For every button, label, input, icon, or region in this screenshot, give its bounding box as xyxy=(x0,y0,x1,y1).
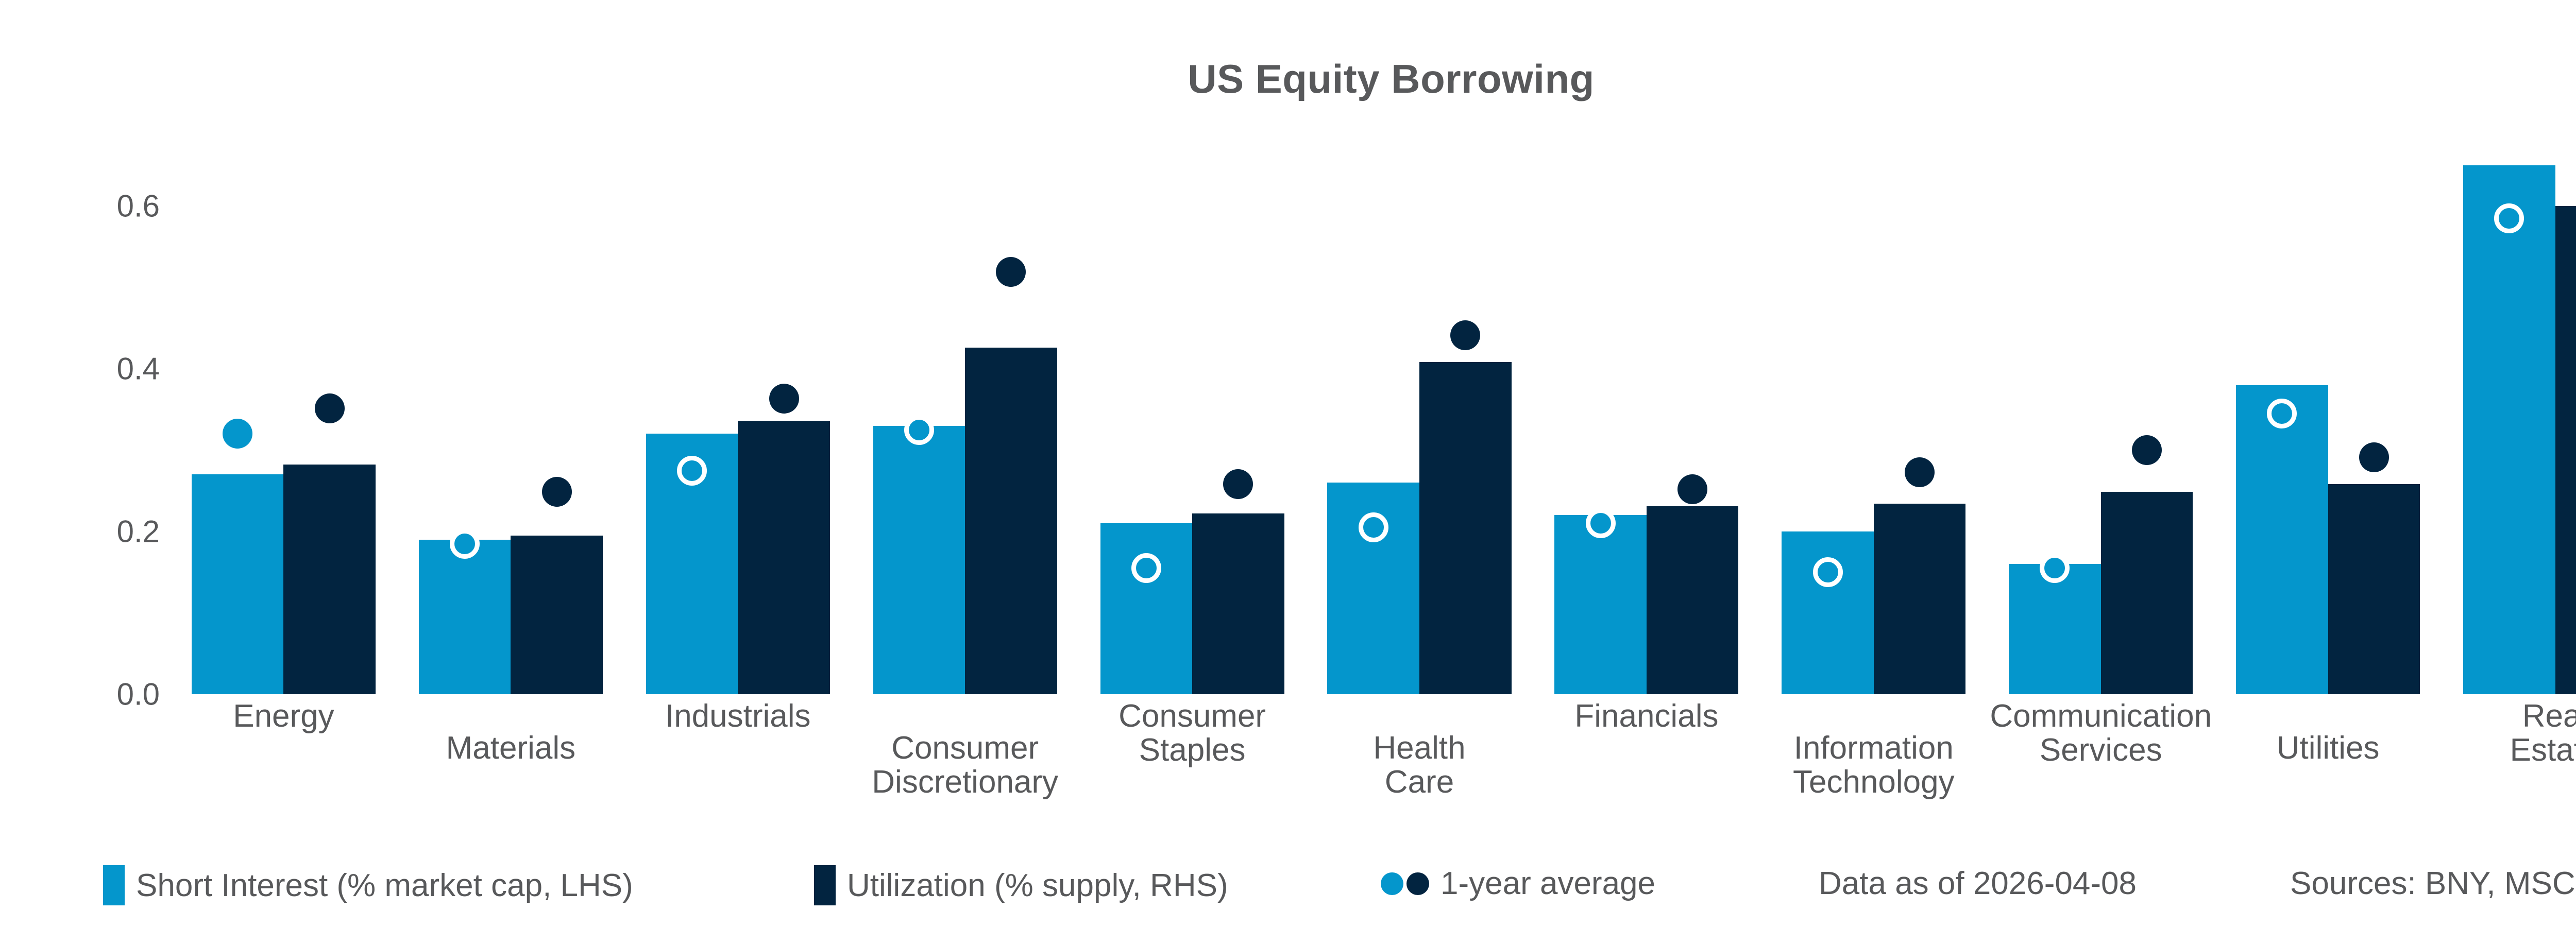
legend-label-average: 1-year average xyxy=(1440,866,1656,901)
chart-legend: Short Interest (% market cap, LHS) Utili… xyxy=(0,855,2576,927)
avg-marker-utilization xyxy=(996,256,1026,287)
plot-area xyxy=(170,165,2576,694)
avg-marker-short-interest xyxy=(1358,512,1388,543)
x-axis-label-utilities: Utilities xyxy=(2276,730,2380,766)
bar-utilization[interactable] xyxy=(2100,491,2193,694)
bar-group xyxy=(1554,206,1739,694)
bar-short-interest[interactable] xyxy=(2009,564,2101,694)
avg-marker-short-interest xyxy=(904,415,934,445)
short-interest-swatch-icon xyxy=(103,865,125,905)
avg-marker-utilization xyxy=(1450,320,1481,351)
y-axis-tick-left: 0.0 xyxy=(116,677,160,712)
avg-marker-utilization xyxy=(2132,435,2162,465)
avg-marker-short-interest xyxy=(1812,557,1843,587)
y-axis-tick-left: 0.6 xyxy=(116,188,160,224)
y-axis-tick-left: 0.2 xyxy=(116,514,160,549)
y-axis-tick-left: 0.4 xyxy=(116,351,160,386)
bar-group xyxy=(1327,206,1512,694)
bar-utilization[interactable] xyxy=(2328,484,2420,694)
bar-short-interest[interactable] xyxy=(1554,515,1647,694)
bar-utilization[interactable] xyxy=(1646,506,1739,694)
legend-label-short-interest: Short Interest (% market cap, LHS) xyxy=(136,867,633,903)
sources-text: Sources: BNY, MSCI xyxy=(2290,865,2576,902)
x-axis-label-industrials: Industrials xyxy=(665,698,811,734)
avg-marker-short-interest xyxy=(2267,398,2297,428)
legend-label-sources: Sources: BNY, MSCI xyxy=(2290,866,2576,901)
avg-marker-short-interest xyxy=(2494,203,2524,233)
avg-marker-short-interest xyxy=(450,528,480,559)
legend-item-utilization[interactable]: Utilization (% supply, RHS) xyxy=(814,865,1228,905)
x-axis-label-health-care: Health Care xyxy=(1373,730,1466,800)
x-axis-label-communication-services: Communication Services xyxy=(1990,698,2212,768)
bar-utilization[interactable] xyxy=(1873,504,1966,694)
avg-marker-utilization xyxy=(1677,474,1708,504)
bar-group xyxy=(873,206,1057,694)
legend-label-utilization: Utilization (% supply, RHS) xyxy=(847,867,1228,903)
bar-group xyxy=(418,206,603,694)
legend-label-data-as-of: Data as of 2026-04-08 xyxy=(1819,866,2137,901)
bar-group xyxy=(2009,206,2193,694)
x-axis-label-real-estate: RealEstate xyxy=(2510,698,2576,768)
bar-group xyxy=(646,206,830,694)
avg-marker-short-interest xyxy=(1585,508,1616,539)
bar-utilization[interactable] xyxy=(511,535,603,694)
bar-utilization[interactable] xyxy=(738,421,830,694)
data-as-of-text: Data as of 2026-04-08 xyxy=(1819,865,2137,902)
bar-group xyxy=(1100,206,1284,694)
avg-marker-utilization xyxy=(541,476,572,507)
bar-short-interest[interactable] xyxy=(2236,385,2328,694)
avg-marker-utilization xyxy=(2359,442,2389,473)
avg-marker-short-interest xyxy=(1131,553,1161,583)
bar-short-interest[interactable] xyxy=(1100,523,1193,694)
page-title: US Equity Borrowing xyxy=(1188,56,1595,101)
avg-marker-utilization xyxy=(769,384,799,414)
avg-marker-short-interest xyxy=(2040,553,2070,583)
avg-marker-short-interest xyxy=(223,419,253,449)
bar-short-interest[interactable] xyxy=(2463,165,2555,694)
bar-utilization[interactable] xyxy=(283,465,376,694)
x-axis-label-information-technology: Information Technology xyxy=(1792,730,1955,800)
bar-group xyxy=(191,206,376,694)
average-marker-icon xyxy=(1381,872,1429,895)
bar-short-interest[interactable] xyxy=(873,425,965,694)
bar-short-interest[interactable] xyxy=(418,539,511,694)
bar-utilization[interactable] xyxy=(965,347,1057,694)
x-axis-label-consumer-discretionary: Consumer Discretionary xyxy=(872,730,1059,800)
avg-marker-short-interest xyxy=(676,455,707,486)
utilization-swatch-icon xyxy=(814,865,836,905)
avg-marker-utilization xyxy=(314,393,345,424)
bar-group xyxy=(2463,165,2576,694)
x-axis-label-consumer-staples: Consumer Staples xyxy=(1118,698,1266,768)
x-axis-label-energy: Energy xyxy=(233,698,334,734)
bar-group xyxy=(2236,206,2420,694)
avg-marker-utilization xyxy=(1905,457,1935,487)
avg-marker-utilization xyxy=(1223,469,1253,500)
x-axis-label-financials: Financials xyxy=(1574,698,1719,734)
bar-short-interest[interactable] xyxy=(1782,531,1874,694)
bar-utilization[interactable] xyxy=(1419,362,1512,694)
legend-item-average[interactable]: 1-year average xyxy=(1381,865,1655,902)
bar-group xyxy=(1782,206,1966,694)
legend-item-short-interest[interactable]: Short Interest (% market cap, LHS) xyxy=(103,865,633,905)
bar-utilization[interactable] xyxy=(1192,513,1284,694)
bar-utilization[interactable] xyxy=(2555,206,2576,694)
bar-short-interest[interactable] xyxy=(191,474,284,694)
x-axis-label-materials: Materials xyxy=(446,730,576,766)
